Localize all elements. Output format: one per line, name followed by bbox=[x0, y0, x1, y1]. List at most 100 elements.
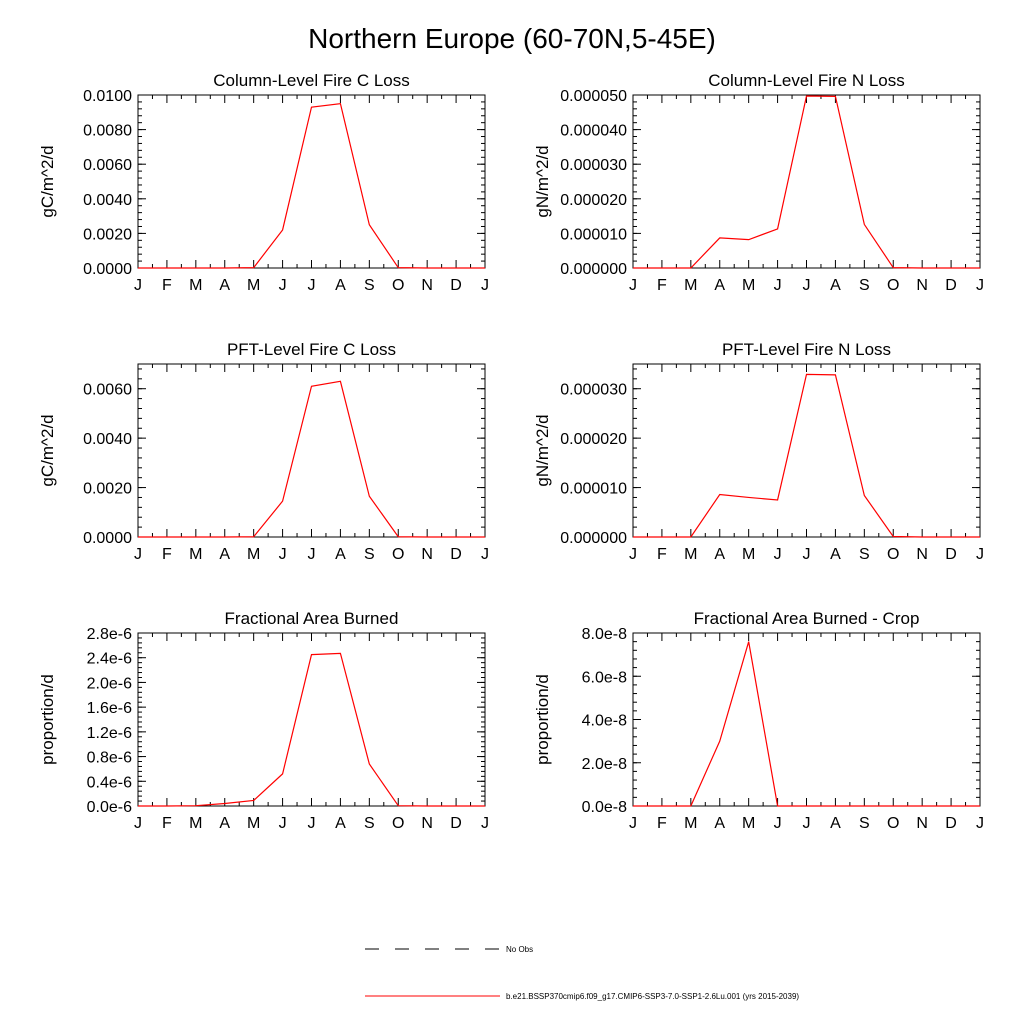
plot-frame bbox=[137, 363, 486, 538]
x-tick-label: F bbox=[162, 277, 172, 294]
x-tick-label: M bbox=[684, 546, 697, 563]
y-tick-label: 0.0000 bbox=[83, 261, 132, 278]
y-tick-label: 4.0e-8 bbox=[582, 713, 627, 730]
x-tick-label: D bbox=[450, 277, 462, 294]
x-tick-label: J bbox=[774, 546, 782, 563]
x-tick-label: D bbox=[450, 546, 462, 563]
x-tick-label: O bbox=[392, 815, 404, 832]
x-tick-label: S bbox=[859, 815, 870, 832]
x-tick-label: A bbox=[335, 815, 346, 832]
y-tick-label: 0.000020 bbox=[560, 192, 627, 209]
x-tick-label: J bbox=[308, 277, 316, 294]
x-tick-label: N bbox=[916, 546, 928, 563]
x-tick-label: N bbox=[421, 277, 433, 294]
x-tick-label: O bbox=[887, 277, 899, 294]
x-tick-label: J bbox=[629, 277, 637, 294]
x-tick-label: N bbox=[421, 815, 433, 832]
plot-frame bbox=[632, 94, 981, 269]
x-tick-label: A bbox=[219, 546, 230, 563]
y-tick-label: 0.0020 bbox=[83, 481, 132, 498]
x-tick-label: J bbox=[481, 277, 489, 294]
x-tick-label: D bbox=[945, 815, 957, 832]
x-tick-label: M bbox=[189, 277, 202, 294]
y-axis-label: gC/m^2/d bbox=[38, 145, 57, 217]
x-tick-label: J bbox=[803, 546, 811, 563]
x-tick-label: S bbox=[364, 546, 375, 563]
panel-title: Column-Level Fire N Loss bbox=[708, 71, 905, 90]
x-tick-label: J bbox=[976, 815, 984, 832]
x-tick-label: F bbox=[657, 546, 667, 563]
x-tick-label: M bbox=[247, 546, 260, 563]
x-tick-label: N bbox=[916, 277, 928, 294]
y-tick-label: 0.0100 bbox=[83, 88, 132, 105]
y-tick-label: 0.000010 bbox=[560, 226, 627, 243]
plot-frame bbox=[137, 632, 486, 807]
y-tick-label: 0.000000 bbox=[560, 530, 627, 547]
x-tick-label: A bbox=[830, 815, 841, 832]
legend-label-no-obs: No Obs bbox=[506, 945, 533, 954]
plot-frame bbox=[137, 94, 486, 269]
x-tick-label: F bbox=[162, 546, 172, 563]
x-tick-label: F bbox=[657, 815, 667, 832]
x-tick-label: A bbox=[219, 815, 230, 832]
x-tick-label: M bbox=[189, 546, 202, 563]
y-axis-label: proportion/d bbox=[38, 674, 57, 765]
panel-title: Fractional Area Burned - Crop bbox=[694, 609, 920, 628]
x-tick-label: D bbox=[450, 815, 462, 832]
x-tick-label: N bbox=[421, 546, 433, 563]
panel-title: Fractional Area Burned bbox=[225, 609, 399, 628]
x-tick-label: J bbox=[976, 546, 984, 563]
y-tick-label: 0.0040 bbox=[83, 192, 132, 209]
x-tick-label: F bbox=[162, 815, 172, 832]
x-tick-label: O bbox=[392, 277, 404, 294]
x-tick-label: S bbox=[859, 277, 870, 294]
figure-title: Northern Europe (60-70N,5-45E) bbox=[308, 23, 716, 54]
x-tick-label: D bbox=[945, 277, 957, 294]
y-tick-label: 1.2e-6 bbox=[87, 725, 132, 742]
y-tick-label: 0.000050 bbox=[560, 88, 627, 105]
y-tick-label: 0.8e-6 bbox=[87, 750, 132, 767]
x-tick-label: S bbox=[859, 546, 870, 563]
legend-label-model: b.e21.BSSP370cmip6.f09_g17.CMIP6-SSP3-7.… bbox=[506, 992, 799, 1001]
y-tick-label: 2.0e-6 bbox=[87, 675, 132, 692]
panel-title: PFT-Level Fire C Loss bbox=[227, 340, 396, 359]
x-tick-label: J bbox=[279, 815, 287, 832]
x-tick-label: J bbox=[308, 546, 316, 563]
y-tick-label: 0.000040 bbox=[560, 123, 627, 140]
x-tick-label: J bbox=[976, 277, 984, 294]
x-tick-label: M bbox=[684, 815, 697, 832]
y-axis-label: gN/m^2/d bbox=[533, 414, 552, 486]
x-tick-label: O bbox=[887, 815, 899, 832]
x-tick-label: A bbox=[335, 277, 346, 294]
x-tick-label: J bbox=[629, 546, 637, 563]
x-tick-label: M bbox=[742, 277, 755, 294]
x-tick-label: A bbox=[714, 546, 725, 563]
x-tick-label: J bbox=[629, 815, 637, 832]
x-tick-label: N bbox=[916, 815, 928, 832]
y-axis-label: proportion/d bbox=[533, 674, 552, 765]
x-tick-label: M bbox=[247, 815, 260, 832]
y-tick-label: 2.0e-8 bbox=[582, 756, 627, 773]
y-tick-label: 0.0060 bbox=[83, 382, 132, 399]
x-tick-label: M bbox=[247, 277, 260, 294]
x-tick-label: J bbox=[774, 277, 782, 294]
y-tick-label: 0.4e-6 bbox=[87, 774, 132, 791]
x-tick-label: J bbox=[481, 546, 489, 563]
y-tick-label: 0.0080 bbox=[83, 123, 132, 140]
x-tick-label: J bbox=[774, 815, 782, 832]
y-tick-label: 2.4e-6 bbox=[87, 651, 132, 668]
y-tick-label: 0.000010 bbox=[560, 481, 627, 498]
y-tick-label: 2.8e-6 bbox=[87, 626, 132, 643]
x-tick-label: J bbox=[279, 546, 287, 563]
series-line bbox=[138, 652, 485, 807]
x-tick-label: J bbox=[481, 815, 489, 832]
x-tick-label: J bbox=[134, 546, 142, 563]
series-line bbox=[633, 95, 980, 269]
x-tick-label: O bbox=[392, 546, 404, 563]
